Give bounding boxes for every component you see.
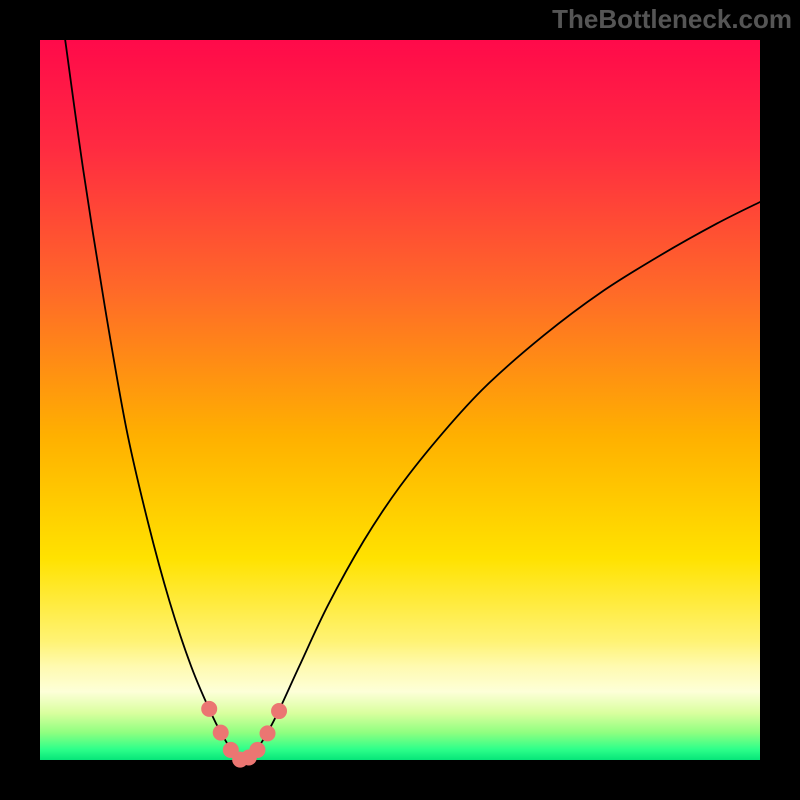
chart-root: TheBottleneck.com — [0, 0, 800, 800]
watermark-text: TheBottleneck.com — [552, 4, 792, 35]
plot-gradient-background — [40, 40, 760, 760]
